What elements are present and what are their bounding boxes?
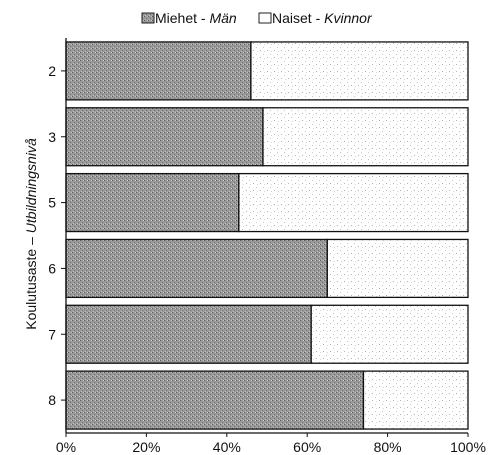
bar-segment-naiset-cat-2 [250, 41, 469, 101]
bar-segment-miehet-cat-2 [65, 41, 252, 101]
x-tick-label: 100% [450, 439, 486, 455]
y-axis-title: Koulutusaste – Utbildningsnivå [23, 138, 39, 330]
bar-segment-naiset-cat-5 [238, 172, 469, 233]
y-tick-label: 6 [48, 260, 56, 276]
legend: Miehet - Män Naiset - Kvinnor [141, 10, 373, 26]
bar-segment-miehet-cat-7 [65, 304, 312, 364]
legend-swatch-miehet [141, 12, 155, 24]
y-tick-label: 8 [48, 392, 56, 408]
y-tick-label: 3 [48, 129, 56, 145]
x-tick-label: 40% [213, 439, 241, 455]
x-tick-label: 0% [56, 439, 76, 455]
legend-label-miehet: Miehet - Män [155, 10, 237, 26]
bar-segment-naiset-cat-7 [310, 304, 469, 364]
x-tick-label: 60% [293, 439, 321, 455]
bar-segment-naiset-cat-3 [262, 107, 469, 167]
bar-segment-naiset-cat-6 [326, 238, 469, 299]
legend-swatch-naiset [258, 12, 272, 24]
legend-label-naiset: Naiset - Kvinnor [272, 10, 373, 26]
bar-segment-naiset-cat-8 [362, 370, 469, 430]
x-tick-label: 80% [374, 439, 402, 455]
bar-segment-miehet-cat-3 [65, 107, 264, 167]
y-tick-label: 7 [48, 326, 56, 342]
bar-segment-miehet-cat-8 [65, 370, 365, 430]
bar-segment-miehet-cat-6 [65, 238, 328, 299]
bar-segment-miehet-cat-5 [65, 172, 240, 233]
y-tick-label: 5 [48, 195, 56, 211]
y-tick-label: 2 [48, 63, 56, 79]
x-tick-label: 20% [132, 439, 160, 455]
